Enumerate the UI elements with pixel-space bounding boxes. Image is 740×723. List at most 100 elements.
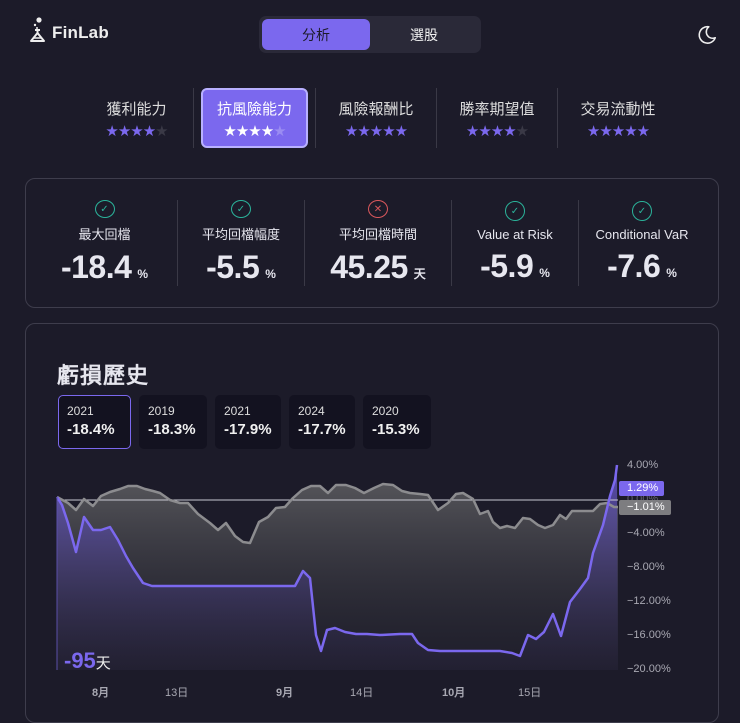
x-tick: 9月 bbox=[276, 687, 294, 699]
y-tick: −16.00% bbox=[627, 629, 671, 641]
strategy-last-value-tag: 1.29% bbox=[619, 481, 665, 496]
star-icon: ★ bbox=[248, 122, 261, 140]
segment-analysis[interactable]: 分析 bbox=[262, 19, 370, 50]
period-year: 2020 bbox=[372, 404, 399, 418]
x-tick: 14日 bbox=[350, 687, 374, 699]
period-drawdown: -18.3% bbox=[148, 421, 196, 438]
star-icon: ★ bbox=[586, 122, 600, 140]
tab-risk-reward[interactable]: 風險報酬比 ★ ★ ★ ★ ★ bbox=[316, 88, 436, 148]
tab-risk-resistance[interactable]: 抗風險能力 ★ ★ ★ ★ ★ bbox=[201, 88, 308, 148]
period-drawdown: -17.9% bbox=[224, 421, 272, 438]
risk-metrics-card: ✓ 最大回檔 -18.4% ✓ 平均回檔幅度 -5.5% ✕ 平均回檔時間 45… bbox=[25, 178, 719, 308]
star-empty-icon: ★ bbox=[273, 122, 286, 140]
duration-value: -95 bbox=[64, 648, 96, 673]
period-drawdown: -17.7% bbox=[298, 421, 346, 438]
metric-unit: 天 bbox=[413, 267, 426, 281]
tab-liquidity[interactable]: 交易流動性 ★ ★ ★ ★ ★ bbox=[558, 88, 678, 148]
divider bbox=[304, 200, 305, 286]
metric-avg-drawdown-duration: ✕ 平均回檔時間 45.25 天 bbox=[305, 200, 451, 286]
divider bbox=[315, 88, 316, 148]
star-rating: ★ ★ ★ ★ ★ bbox=[465, 122, 529, 140]
star-rating: ★ ★ ★ ★ ★ bbox=[223, 122, 286, 140]
metric-label: 平均回檔時間 bbox=[338, 227, 417, 242]
drawdown-period-card[interactable]: 2021 -18.4% bbox=[58, 395, 131, 449]
star-icon: ★ bbox=[599, 122, 612, 140]
y-tick: 4.00% bbox=[627, 459, 659, 471]
drawdown-period-card[interactable]: 2021 -17.9% bbox=[215, 395, 281, 449]
star-empty-icon: ★ bbox=[515, 122, 529, 140]
metric-unit: % bbox=[137, 267, 149, 281]
star-icon: ★ bbox=[503, 122, 516, 140]
period-year: 2021 bbox=[224, 404, 251, 418]
benchmark-last-value-tag: −1.01% bbox=[619, 500, 671, 515]
finlab-logo[interactable]: FinLab bbox=[28, 17, 109, 43]
metric-label: Value at Risk bbox=[477, 227, 553, 242]
period-year: 2019 bbox=[148, 404, 175, 418]
tab-win-rate[interactable]: 勝率期望值 ★ ★ ★ ★ ★ bbox=[437, 88, 557, 148]
logo-text: FinLab bbox=[52, 23, 109, 42]
y-tick: −8.00% bbox=[627, 561, 665, 573]
divider bbox=[557, 88, 558, 148]
check-icon: ✓ bbox=[94, 200, 115, 218]
divider bbox=[436, 88, 437, 148]
star-icon: ★ bbox=[130, 122, 143, 140]
star-icon: ★ bbox=[235, 122, 249, 140]
divider bbox=[578, 200, 579, 286]
star-icon: ★ bbox=[636, 122, 650, 140]
star-icon: ★ bbox=[105, 122, 118, 140]
star-icon: ★ bbox=[624, 122, 637, 140]
metric-avg-drawdown: ✓ 平均回檔幅度 -5.5% bbox=[178, 200, 304, 286]
drawdown-period-card[interactable]: 2020 -15.3% bbox=[363, 395, 431, 449]
rating-tabs: 獲利能力 ★ ★ ★ ★ ★ 抗風險能力 ★ ★ ★ ★ ★ 風險報酬比 ★ ★ ★ ★ ★ 勝率期望值… bbox=[80, 87, 680, 149]
x-tick: 13日 bbox=[165, 687, 189, 699]
check-icon: ✓ bbox=[231, 200, 251, 218]
metric-value-at-risk: ✓ Value at Risk -5.9% bbox=[452, 200, 578, 286]
view-switcher: 分析 選股 bbox=[259, 16, 481, 53]
metric-max-drawdown: ✓ 最大回檔 -18.4% bbox=[32, 200, 177, 286]
period-drawdown: -18.4% bbox=[67, 421, 115, 438]
star-icon: ★ bbox=[490, 122, 504, 140]
star-icon: ★ bbox=[117, 122, 131, 140]
flask-icon bbox=[30, 17, 45, 42]
star-icon: ★ bbox=[369, 122, 383, 140]
tab-label: 風險報酬比 bbox=[338, 100, 414, 118]
star-rating: ★ ★ ★ ★ ★ bbox=[105, 122, 168, 140]
drawdown-duration: -95 天 bbox=[64, 648, 111, 674]
period-year: 2024 bbox=[298, 404, 325, 418]
x-tick: 8月 bbox=[92, 687, 110, 699]
period-year: 2021 bbox=[67, 404, 94, 418]
metric-value: 45.25 bbox=[330, 249, 408, 285]
star-icon: ★ bbox=[478, 122, 491, 140]
tab-label: 交易流動性 bbox=[580, 100, 656, 118]
panel-title: 虧損歷史 bbox=[57, 363, 150, 388]
moon-icon[interactable] bbox=[696, 24, 718, 46]
metric-label: 平均回檔幅度 bbox=[201, 227, 280, 242]
star-icon: ★ bbox=[394, 122, 408, 140]
metric-label: Conditional VaR bbox=[595, 227, 689, 242]
star-icon: ★ bbox=[344, 122, 358, 140]
divider bbox=[177, 200, 178, 286]
x-tick: 10月 bbox=[442, 687, 466, 699]
drawdown-period-list: 2021 -18.4% 2019 -18.3% 2021 -17.9% 2024… bbox=[58, 395, 431, 449]
metric-value: -5.5 bbox=[206, 249, 260, 285]
segment-stock-selection[interactable]: 選股 bbox=[410, 26, 438, 43]
metric-unit: % bbox=[666, 266, 677, 280]
duration-unit: 天 bbox=[95, 655, 111, 672]
star-icon: ★ bbox=[465, 122, 479, 140]
star-empty-icon: ★ bbox=[155, 122, 168, 140]
star-icon: ★ bbox=[357, 122, 370, 140]
drawdown-chart[interactable] bbox=[0, 450, 740, 705]
metric-conditional-var: ✓ Conditional VaR -7.6% bbox=[579, 200, 705, 286]
tab-profitability[interactable]: 獲利能力 ★ ★ ★ ★ ★ bbox=[80, 88, 193, 148]
star-icon: ★ bbox=[382, 122, 395, 140]
benchmark-line bbox=[56, 482, 618, 545]
drawdown-period-card[interactable]: 2024 -17.7% bbox=[289, 395, 355, 449]
metric-unit: % bbox=[539, 266, 550, 280]
divider bbox=[451, 200, 452, 286]
x-icon: ✕ bbox=[368, 200, 388, 218]
period-drawdown: -15.3% bbox=[372, 421, 420, 438]
drawdown-period-card[interactable]: 2019 -18.3% bbox=[139, 395, 207, 449]
metric-value: -18.4 bbox=[60, 249, 132, 285]
y-tick: −12.00% bbox=[627, 595, 671, 607]
metric-unit: % bbox=[265, 267, 276, 281]
